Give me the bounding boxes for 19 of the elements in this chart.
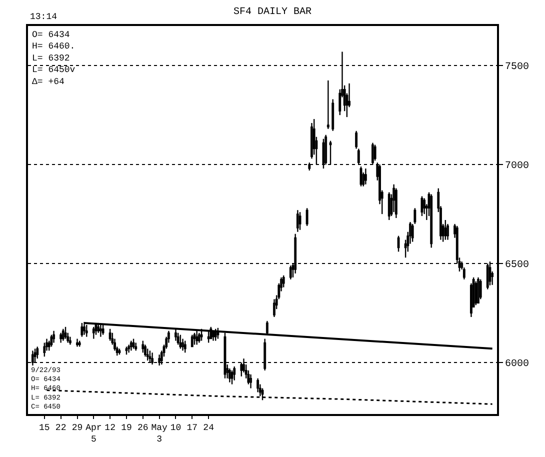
x-tick-label: May 3: [151, 422, 168, 444]
x-tick-label: 22: [55, 422, 66, 433]
chart-title: SF4 DAILY BAR: [233, 6, 312, 18]
y-tick-label: 7000: [505, 161, 530, 172]
text: 13:14: [30, 12, 58, 22]
x-tick-label: 10: [170, 422, 182, 433]
annotation: O= 6434 H= 6460. L= 6392 L= 6450v Δ= +64: [32, 30, 76, 87]
y-tick-label: 6000: [505, 359, 530, 370]
x-tick-label: 24: [203, 422, 214, 433]
x-tick-label: 29: [72, 422, 83, 433]
x-tick-label: 19: [121, 422, 132, 433]
x-tick-label: 15: [39, 422, 50, 433]
y-tick-label: 6500: [505, 260, 530, 272]
x-tick-label: 26: [138, 422, 148, 433]
x-tick-label: 17: [186, 422, 198, 433]
x-tick-label: 12: [104, 422, 116, 433]
y-tick-label: 7500: [505, 62, 530, 74]
line-series: [46, 389, 494, 405]
x-tick-label: Apr 5: [86, 422, 102, 444]
